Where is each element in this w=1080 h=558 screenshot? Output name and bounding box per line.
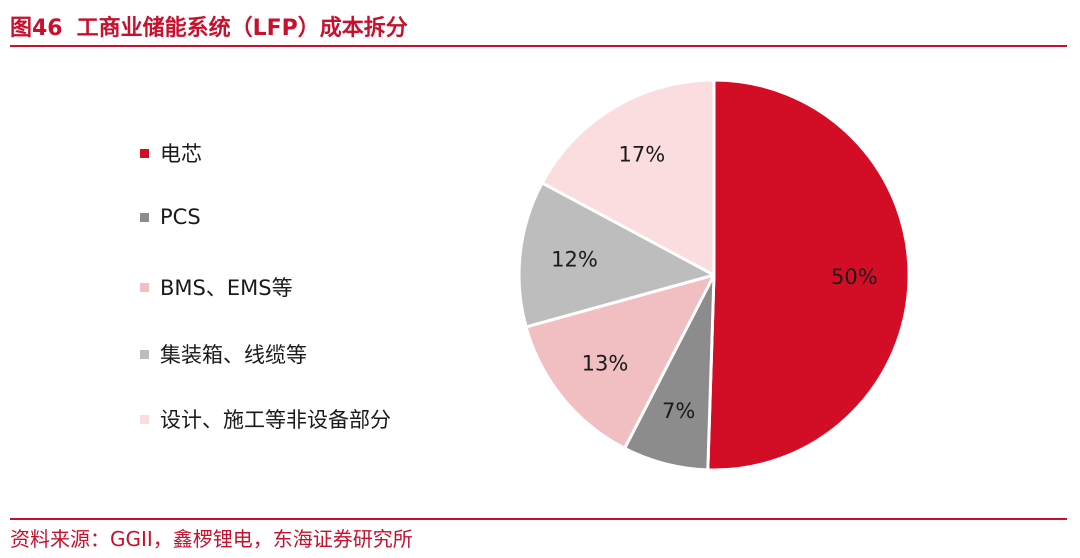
legend-swatch [140, 148, 149, 158]
pie-slice [524, 273, 716, 450]
legend-item: 电芯 [140, 138, 202, 168]
legend-swatch [140, 212, 149, 222]
legend-item: PCS [140, 205, 201, 229]
legend-label: 集装箱、线缆等 [160, 343, 307, 367]
pie-slice [706, 78, 911, 472]
pie-slice-label: 12% [551, 247, 598, 271]
header-divider [10, 45, 1067, 47]
legend-label: 电芯 [160, 142, 202, 166]
pie-slice [517, 181, 716, 329]
pie-slice [540, 78, 716, 277]
legend-item: 设计、施工等非设备部分 [140, 404, 391, 434]
pie-slice-label: 17% [619, 143, 666, 167]
legend-swatch [140, 282, 149, 292]
legend-label: BMS、EMS等 [160, 276, 293, 300]
legend-label: PCS [160, 205, 201, 229]
source-note: 资料来源：GGII，鑫椤锂电，东海证券研究所 [10, 526, 413, 551]
figure-header: 图46 工商业储能系统（LFP）成本拆分 [10, 8, 408, 44]
legend-label: 设计、施工等非设备部分 [160, 408, 391, 432]
pie-slice-label: 50% [831, 265, 878, 289]
footer-divider [10, 518, 1067, 520]
legend-swatch [140, 349, 149, 359]
figure-number: 图46 [10, 16, 63, 41]
legend-item: BMS、EMS等 [140, 272, 293, 302]
legend-swatch [140, 414, 149, 424]
legend-item: 集装箱、线缆等 [140, 339, 307, 369]
pie-slice-label: 7% [662, 399, 695, 423]
figure-title: 工商业储能系统（LFP）成本拆分 [76, 16, 408, 41]
pie-slice-label: 13% [582, 352, 629, 376]
